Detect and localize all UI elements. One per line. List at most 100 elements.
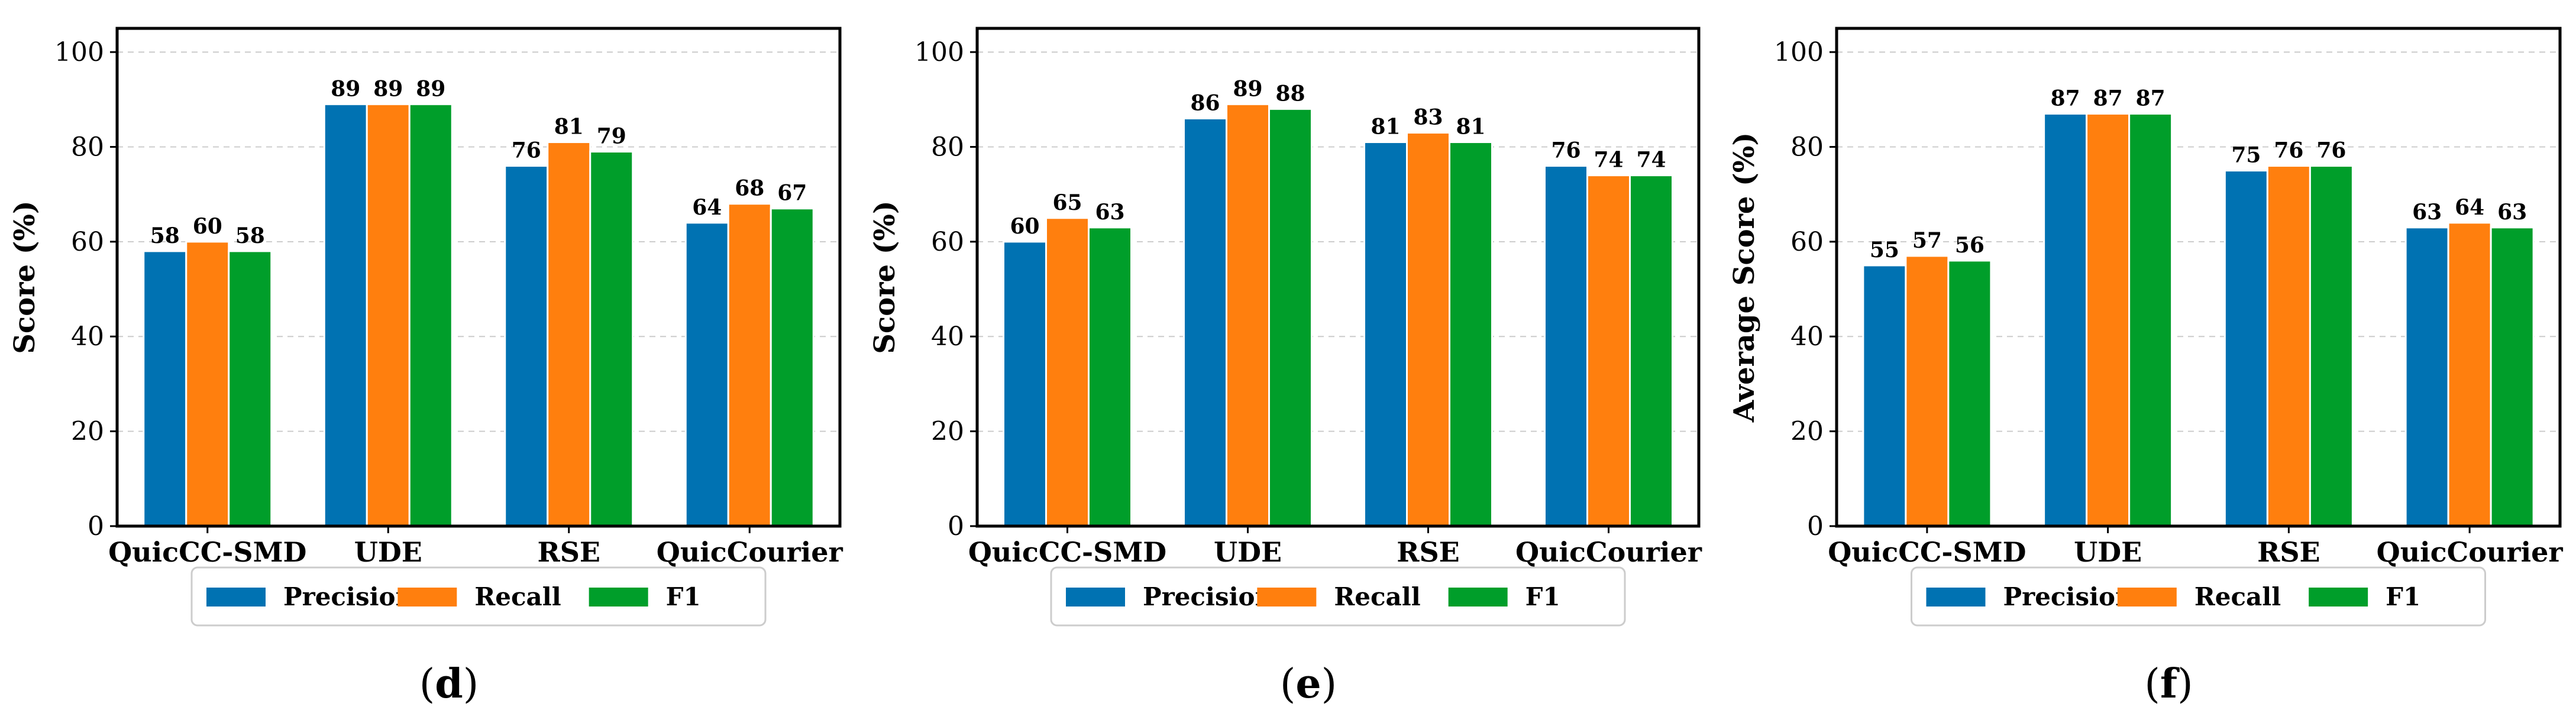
y-tick-label: 0 xyxy=(88,511,104,541)
data-label-f1-3: 74 xyxy=(1636,148,1666,173)
data-label-precision-2: 76 xyxy=(512,138,541,163)
legend-label-recall: Recall xyxy=(2194,582,2281,611)
legend-swatch-recall xyxy=(1257,588,1317,607)
bar-f1-2 xyxy=(2309,165,2354,527)
chart-panel-d: 58 60 58 QuicCC-SMD 89 89 89 UDE 76 81 79 RSE 64 68 67… xyxy=(8,27,843,708)
panel-label: (d) xyxy=(419,660,479,708)
legend-swatch-f1 xyxy=(2309,588,2368,607)
bar-f1-0 xyxy=(228,250,273,527)
bar-recall-0 xyxy=(185,241,230,527)
bar-recall-1 xyxy=(366,103,411,527)
y-tick-label: 20 xyxy=(931,417,964,447)
y-tick-label: 40 xyxy=(1790,322,1824,352)
x-tick-label: RSE xyxy=(2257,536,2320,568)
bar-recall-1 xyxy=(2086,112,2131,527)
data-label-f1-1: 89 xyxy=(416,76,445,101)
data-label-precision-3: 63 xyxy=(2412,200,2442,225)
data-label-recall-1: 89 xyxy=(1233,76,1262,101)
x-tick-label: RSE xyxy=(1397,536,1460,568)
data-label-precision-1: 86 xyxy=(1190,90,1220,115)
y-tick-label: 20 xyxy=(71,417,104,447)
legend-label-f1: F1 xyxy=(666,582,701,611)
x-tick-label: QuicCC-SMD xyxy=(108,536,306,568)
bar-precision-1 xyxy=(323,103,368,527)
legend-label-precision: Precision xyxy=(2003,582,2134,611)
data-label-precision-2: 81 xyxy=(1371,114,1400,139)
x-tick-label: QuicCourier xyxy=(2377,536,2564,568)
data-label-precision-0: 58 xyxy=(150,223,180,248)
data-label-f1-2: 76 xyxy=(2316,138,2346,163)
x-tick-label: RSE xyxy=(537,536,600,568)
data-label-recall-2: 81 xyxy=(554,114,584,139)
bar-recall-2 xyxy=(2266,165,2311,527)
legend-swatch-precision xyxy=(1066,588,1125,607)
y-tick-label: 100 xyxy=(54,37,104,67)
bar-f1-1 xyxy=(1268,108,1313,527)
bar-f1-3 xyxy=(2490,226,2535,527)
x-tick-label: UDE xyxy=(354,536,422,568)
bar-precision-1 xyxy=(1183,117,1227,527)
legend-swatch-recall xyxy=(2117,588,2177,607)
data-label-f1-2: 81 xyxy=(1456,114,1485,139)
bar-precision-0 xyxy=(1862,264,1907,527)
legend-label-precision: Precision xyxy=(283,582,413,611)
y-tick-label: 60 xyxy=(1790,227,1824,257)
bar-f1-3 xyxy=(770,207,815,527)
data-label-f1-3: 63 xyxy=(2497,200,2527,225)
bar-precision-1 xyxy=(2043,112,2088,527)
data-label-precision-0: 60 xyxy=(1010,214,1039,239)
x-tick-label: QuicCourier xyxy=(1515,536,1702,568)
legend-label-precision: Precision xyxy=(1143,582,1273,611)
bar-precision-2 xyxy=(1363,141,1408,527)
bar-f1-3 xyxy=(1629,174,1673,527)
bar-precision-0 xyxy=(1003,241,1047,527)
y-tick-label: 100 xyxy=(1774,37,1824,67)
legend-label-recall: Recall xyxy=(1334,582,1420,611)
data-label-f1-0: 63 xyxy=(1095,200,1124,225)
bar-precision-3 xyxy=(684,222,729,527)
legend-swatch-f1 xyxy=(1448,588,1508,607)
panel-label: (e) xyxy=(1280,660,1337,708)
data-label-recall-1: 87 xyxy=(2093,86,2123,111)
legend-swatch-f1 xyxy=(589,588,648,607)
legend-label-f1: F1 xyxy=(2386,582,2420,611)
bar-f1-1 xyxy=(2128,112,2173,527)
axes-frame xyxy=(975,27,1701,528)
data-label-precision-2: 75 xyxy=(2231,143,2261,168)
bar-precision-2 xyxy=(2223,170,2268,527)
bar-recall-2 xyxy=(1406,131,1450,527)
y-tick-label: 20 xyxy=(1790,417,1824,447)
y-tick-label: 60 xyxy=(931,227,964,257)
axes-frame xyxy=(115,27,842,528)
bar-f1-2 xyxy=(1449,141,1493,527)
data-label-precision-1: 87 xyxy=(2051,86,2080,111)
data-label-f1-0: 56 xyxy=(1955,233,1984,258)
y-tick-label: 80 xyxy=(931,132,964,162)
legend-box xyxy=(1911,566,2486,627)
data-label-recall-2: 83 xyxy=(1413,105,1443,129)
y-tick-label: 0 xyxy=(1807,511,1824,541)
legend-box xyxy=(1050,566,1626,627)
data-label-recall-0: 65 xyxy=(1052,190,1082,215)
bar-precision-2 xyxy=(504,165,549,527)
bar-f1-0 xyxy=(1947,260,1992,527)
data-label-f1-3: 67 xyxy=(777,181,807,206)
data-label-f1-1: 87 xyxy=(2136,86,2165,111)
bar-recall-2 xyxy=(547,141,592,527)
y-tick-label: 80 xyxy=(71,132,104,162)
legend-swatch-precision xyxy=(206,588,266,607)
data-label-recall-1: 89 xyxy=(373,76,403,101)
data-label-recall-3: 74 xyxy=(1594,148,1623,173)
bar-f1-2 xyxy=(589,150,634,527)
chart-panel-e: 60 65 63 QuicCC-SMD 86 89 88 UDE 81 83 81 RSE 76 74 74… xyxy=(868,27,1702,708)
x-tick-label: QuicCC-SMD xyxy=(968,536,1166,568)
x-tick-label: UDE xyxy=(2074,536,2142,568)
data-label-precision-3: 64 xyxy=(692,195,722,220)
bar-recall-0 xyxy=(1045,217,1090,527)
data-label-f1-0: 58 xyxy=(235,223,265,248)
bar-recall-0 xyxy=(1905,255,1950,527)
y-tick-label: 40 xyxy=(931,322,964,352)
bar-precision-0 xyxy=(143,250,188,527)
axes-frame xyxy=(1835,27,2562,528)
